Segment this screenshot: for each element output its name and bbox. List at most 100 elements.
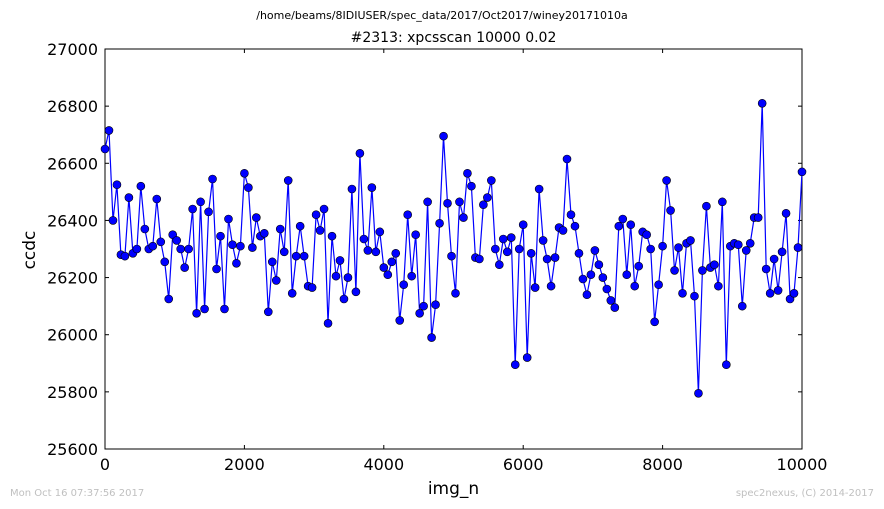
data-point: [630, 281, 640, 291]
data-point: [196, 197, 205, 207]
y-tick-label: 26800: [47, 97, 98, 116]
data-point: [674, 243, 683, 252]
data-point: [642, 230, 651, 240]
data-point: [479, 200, 488, 210]
data-point: [518, 220, 528, 230]
data-point: [295, 221, 305, 231]
data-point: [379, 263, 389, 272]
data-point: [244, 183, 253, 192]
data-point: [248, 243, 257, 252]
data-point: [737, 301, 747, 311]
data-point: [694, 388, 703, 398]
data-point: [618, 214, 628, 224]
data-point: [283, 176, 293, 185]
x-tick-label: 0: [100, 455, 110, 474]
data-point: [558, 226, 568, 235]
data-point: [578, 274, 588, 284]
data-point: [439, 131, 448, 141]
super-title: /home/beams/8IDIUSER/spec_data/2017/Oct2…: [256, 9, 628, 22]
data-point: [666, 206, 675, 215]
data-point: [212, 264, 221, 274]
data-point: [220, 304, 229, 314]
data-point: [120, 251, 130, 261]
data-point: [702, 201, 711, 211]
data-point: [753, 213, 763, 222]
data-point: [506, 233, 516, 242]
x-tick-label: 2000: [224, 455, 265, 474]
x-tick-label: 4000: [363, 455, 404, 474]
data-point: [745, 238, 755, 248]
data-point: [335, 256, 345, 265]
data-point: [574, 248, 584, 258]
data-point: [769, 254, 779, 264]
data-point: [291, 251, 301, 261]
x-tick-label: 10000: [777, 455, 828, 474]
data-point: [124, 193, 134, 202]
data-point: [722, 360, 731, 370]
data-point: [491, 244, 500, 254]
data-point: [204, 207, 213, 217]
data-point: [582, 290, 592, 300]
data-point: [331, 271, 341, 281]
data-point: [662, 176, 671, 185]
data-point: [232, 258, 241, 268]
data-point: [411, 230, 420, 240]
data-point: [148, 241, 158, 251]
data-point: [347, 184, 357, 194]
data-point: [467, 181, 476, 191]
data-point: [534, 184, 544, 194]
y-tick-label: 26200: [47, 269, 98, 288]
data-point: [224, 214, 233, 224]
data-point: [323, 318, 333, 328]
data-point: [789, 288, 799, 298]
data-point: [355, 148, 365, 158]
data-point: [538, 236, 548, 245]
data-point: [180, 263, 189, 272]
data-point: [626, 220, 636, 230]
data-point: [718, 197, 727, 207]
data-point: [546, 281, 556, 291]
data-point: [765, 288, 775, 298]
data-point: [435, 218, 444, 228]
data-point: [757, 98, 767, 108]
data-point: [172, 236, 181, 245]
data-point: [271, 276, 281, 285]
data-point: [427, 333, 436, 342]
axis-ticks: 0 2000 4000 6000 8000 10000 25600 25800 26000 262…: [47, 40, 827, 474]
data-point: [315, 226, 325, 235]
data-point: [403, 210, 412, 220]
data-point: [263, 307, 273, 317]
data-point: [200, 304, 209, 314]
data-point: [228, 240, 237, 250]
data-point: [741, 246, 751, 255]
data-point: [710, 260, 719, 270]
data-point: [714, 281, 723, 291]
data-point: [678, 288, 687, 298]
data-point: [773, 286, 783, 295]
data-point: [690, 291, 699, 301]
data-point: [192, 308, 201, 318]
y-tick-label: 25600: [47, 440, 98, 459]
footer-credit: spec2nexus, (C) 2014-2017: [735, 488, 874, 499]
data-point: [287, 288, 297, 298]
data-point: [267, 257, 277, 267]
data-point: [140, 224, 150, 234]
data-point: [387, 257, 397, 267]
data-point: [152, 194, 162, 204]
data-point: [562, 154, 572, 164]
data-point: [797, 167, 807, 177]
data-point: [339, 294, 349, 304]
data-point: [132, 244, 142, 254]
data-point: [371, 247, 381, 257]
y-tick-label: 26600: [47, 154, 98, 173]
data-point: [415, 308, 424, 318]
data-point: [654, 280, 663, 290]
data-point: [475, 254, 484, 264]
data-point: [590, 246, 600, 255]
data-point: [391, 248, 401, 258]
footer-timestamp: Mon Oct 16 07:37:56 2017: [10, 488, 145, 499]
data-point: [395, 316, 405, 325]
data-point: [542, 254, 552, 264]
data-point: [586, 270, 596, 280]
data-point: [686, 236, 695, 245]
